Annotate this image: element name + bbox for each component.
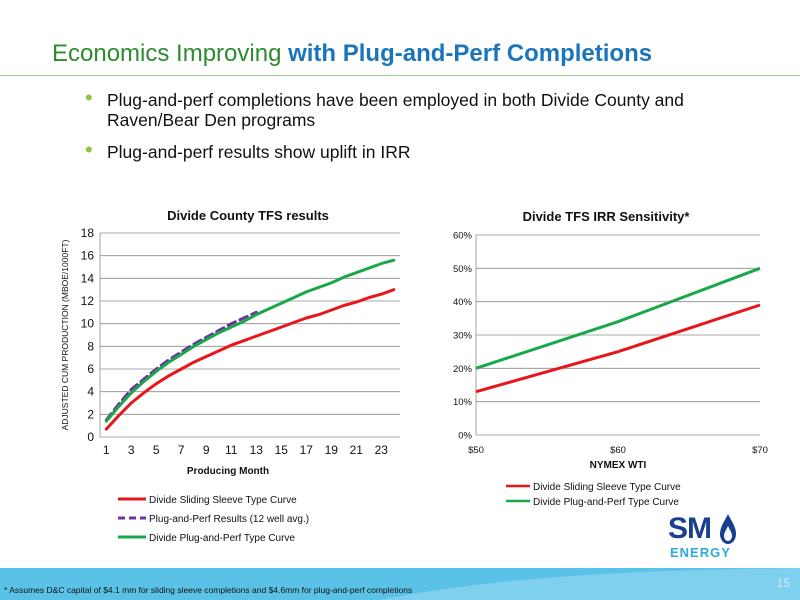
- y-tick-label: 8: [87, 339, 94, 353]
- y-tick-label: 4: [87, 385, 94, 399]
- x-tick-label: 1: [103, 443, 110, 457]
- company-logo: SM ENERGY: [668, 512, 740, 560]
- y-tick-label: 2: [87, 407, 94, 421]
- x-tick-label: 11: [225, 443, 238, 457]
- x-tick-label: 9: [203, 443, 210, 457]
- y-tick-label: 10%: [453, 397, 473, 408]
- chart-title: Divide TFS IRR Sensitivity*: [523, 209, 691, 224]
- legend-label: Divide Sliding Sleeve Type Curve: [533, 482, 681, 493]
- y-tick-label: 60%: [453, 231, 473, 242]
- x-tick-label: 19: [325, 443, 339, 457]
- flame-icon: [720, 514, 736, 544]
- irr-sensitivity-chart: Divide TFS IRR Sensitivity* 0% 10% 20% 30% 40…: [453, 209, 768, 508]
- series-line: [475, 303, 761, 394]
- legend-label: Divide Sliding Sleeve Type Curve: [149, 495, 297, 506]
- footnote: * Assumes D&C capital of $4.1 mm for sli…: [4, 585, 413, 595]
- bullet-item: • Plug-and-perf results show uplift in IR…: [85, 137, 725, 163]
- title-divider: [0, 75, 800, 76]
- x-tick-label: 5: [153, 443, 160, 457]
- series-line: [104, 288, 396, 431]
- bullet-list: • Plug-and-perf completions have been emp…: [85, 85, 725, 174]
- bullet-dot-icon: •: [85, 85, 93, 110]
- y-tick-label: 6: [87, 362, 94, 376]
- x-tick-label: $70: [752, 445, 768, 456]
- footer-band: * Assumes D&C capital of $4.1 mm for sli…: [0, 568, 800, 600]
- legend-label: Divide Plug-and-Perf Type Curve: [149, 533, 295, 544]
- series-line: [475, 266, 761, 370]
- y-tick-label: 20%: [453, 364, 473, 375]
- y-tick-label: 18: [81, 226, 95, 240]
- x-tick-label: 23: [375, 443, 389, 457]
- logo-text-bottom: ENERGY: [670, 545, 731, 560]
- legend-label: Plug-and-Perf Results (12 well avg.): [149, 514, 309, 525]
- bullet-dot-icon: •: [85, 137, 93, 162]
- x-tick-label: 21: [350, 443, 364, 457]
- y-tick-label: 14: [81, 271, 95, 285]
- chart-title: Divide County TFS results: [167, 208, 329, 223]
- x-tick-label: $60: [610, 445, 626, 456]
- y-tick-label: 16: [81, 249, 95, 263]
- page-number: 15: [776, 576, 790, 590]
- x-tick-label: 3: [128, 443, 135, 457]
- y-tick-label: 12: [81, 294, 95, 308]
- x-tick-label: 13: [250, 443, 264, 457]
- bullet-item: • Plug-and-perf completions have been emp…: [85, 85, 725, 131]
- x-tick-label: 7: [178, 443, 185, 457]
- x-tick-label: $50: [468, 445, 484, 456]
- y-tick-label: 10: [81, 317, 95, 331]
- divide-county-chart: Divide County TFS results 0 2 4 6 8 10 12 14 16 18…: [60, 208, 400, 544]
- logo-text-top: SM: [668, 512, 712, 545]
- bullet-text: Plug-and-perf completions have been empl…: [107, 90, 684, 130]
- y-axis-label: ADJUSTED CUM PRODUCTION (MBOE/1000FT): [60, 239, 70, 430]
- x-tick-label: 15: [275, 443, 289, 457]
- y-tick-label: 50%: [453, 264, 473, 275]
- series-line: [104, 310, 258, 422]
- y-tick-label: 0: [87, 430, 94, 444]
- legend-label: Divide Plug-and-Perf Type Curve: [533, 497, 679, 508]
- footer-wave: [380, 568, 800, 600]
- y-tick-label: 40%: [453, 297, 473, 308]
- series-line: [104, 258, 396, 423]
- title-part-2: with Plug-and-Perf Completions: [288, 40, 653, 67]
- y-tick-label: 0%: [458, 431, 472, 442]
- bullet-text: Plug-and-perf results show uplift in IRR: [107, 142, 411, 162]
- y-tick-label: 30%: [453, 331, 473, 342]
- x-tick-label: 17: [300, 443, 314, 457]
- x-axis-label: NYMEX WTI: [590, 460, 647, 471]
- x-axis-label: Producing Month: [187, 466, 269, 477]
- slide-title: Economics Improving with Plug-and-Perf C…: [52, 40, 652, 68]
- title-part-1: Economics Improving: [52, 40, 282, 67]
